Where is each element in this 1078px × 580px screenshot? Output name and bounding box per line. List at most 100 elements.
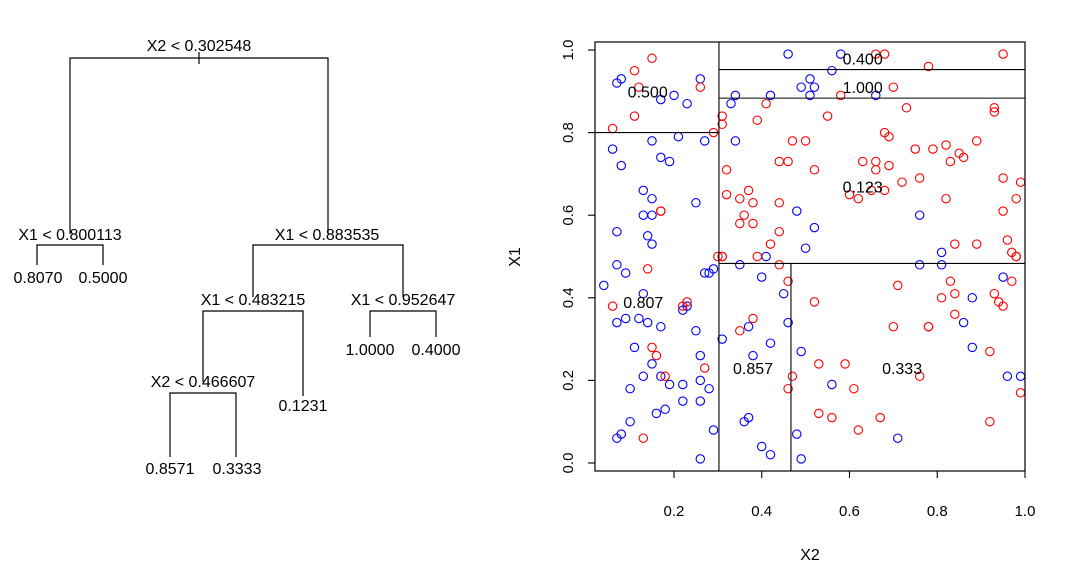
point-blue-88 (914, 210, 925, 220)
point-red-23 (761, 98, 771, 109)
y-tick-label-4: 0.8 (560, 122, 577, 143)
point-blue-25 (620, 268, 631, 278)
region-label-0: 0.500 (628, 84, 668, 101)
point-red-53 (971, 136, 982, 146)
point-red-41 (871, 165, 881, 175)
partition-lines (595, 42, 1025, 471)
tree-leaf-l5: 0.1231 (279, 398, 328, 415)
point-red-86 (814, 408, 824, 419)
point-red-52 (958, 152, 969, 163)
y-tick-label-0: 0.0 (560, 453, 577, 474)
point-blue-9 (656, 152, 666, 163)
tree-leaf-l7: 0.3333 (213, 461, 262, 478)
point-red-50 (945, 156, 956, 167)
point-red-66 (721, 189, 732, 200)
point-red-8 (717, 111, 727, 121)
y-axis: 0.0 0.2 0.4 0.6 0.8 1.0 (560, 40, 595, 474)
point-red-34 (879, 49, 890, 59)
region-labels: 0.500 0.400 1.000 0.123 0.807 0.857 0.333 (623, 51, 922, 378)
point-blue-65 (871, 90, 881, 101)
point-blue-90 (936, 247, 947, 258)
point-blue-58 (783, 49, 793, 59)
point-blue-50 (625, 416, 635, 427)
tree-leaf-l2: 0.5000 (79, 270, 128, 287)
point-blue-40 (695, 375, 706, 386)
region-label-4: 0.807 (623, 295, 663, 312)
point-blue-41 (704, 383, 714, 394)
point-red-92 (893, 280, 903, 291)
point-blue-72 (756, 272, 767, 282)
point-blue-71 (735, 260, 745, 270)
point-red-105 (1007, 276, 1017, 287)
point-blue-36 (656, 371, 666, 382)
point-red-72 (748, 218, 758, 229)
point-red-26 (787, 136, 798, 146)
point-red-45 (866, 185, 877, 196)
point-red-49 (941, 140, 951, 150)
tree-edge-n1 (36, 244, 104, 265)
point-red-109 (985, 416, 995, 427)
point-blue-85 (796, 346, 806, 357)
point-red-77 (717, 251, 727, 262)
point-blue-55 (730, 90, 741, 101)
point-red-62 (950, 239, 960, 249)
point-blue-27 (620, 313, 631, 324)
y-tick-label-1: 0.2 (560, 370, 577, 391)
point-red-108 (985, 346, 995, 357)
point-red-27 (800, 136, 811, 146)
point-red-78 (748, 313, 758, 324)
point-blue-30 (634, 313, 644, 324)
point-red-82 (787, 371, 798, 382)
point-red-55 (989, 107, 1000, 117)
point-red-91 (875, 412, 885, 423)
point-blue-53 (708, 425, 719, 435)
region-label-3: 0.123 (843, 179, 883, 196)
point-blue-95 (998, 272, 1008, 282)
point-blue-1 (616, 74, 627, 84)
point-blue-42 (691, 326, 701, 336)
point-blue-74 (717, 334, 727, 344)
point-red-32 (853, 193, 864, 204)
point-blue-21 (691, 198, 701, 208)
point-red-18 (638, 433, 649, 443)
point-blue-93 (967, 293, 978, 303)
tree-leaf-l4: 0.4000 (412, 342, 461, 359)
x-tick-label-2: 0.6 (839, 503, 860, 520)
point-blue-38 (678, 379, 688, 390)
point-red-63 (941, 193, 951, 204)
point-blue-89 (914, 260, 925, 270)
point-red-89 (849, 383, 859, 394)
point-blue-31 (642, 317, 653, 328)
point-red-94 (914, 371, 925, 382)
point-red-93 (888, 321, 899, 332)
point-red-111 (1015, 388, 1026, 398)
x-tick-label-1: 0.4 (751, 503, 772, 520)
point-blue-60 (809, 82, 820, 92)
point-blue-68 (809, 222, 820, 233)
point-blue-10 (664, 156, 675, 167)
point-blue-57 (765, 90, 776, 101)
region-label-1: 0.400 (843, 51, 883, 68)
tree-leaf-l3: 1.0000 (346, 342, 395, 359)
point-blue-26 (599, 280, 609, 291)
tree-node-n1: X1 < 0.800113 (18, 227, 121, 244)
point-blue-96 (1002, 371, 1013, 382)
point-red-67 (735, 193, 745, 204)
point-red-98 (945, 276, 956, 287)
point-blue-69 (800, 243, 811, 253)
point-red-47 (910, 144, 921, 154)
plot-frame (594, 41, 1026, 472)
point-blue-91 (936, 260, 947, 270)
region-label-2: 1.000 (843, 80, 883, 97)
point-red-68 (743, 185, 754, 196)
point-red-12 (607, 301, 618, 311)
point-red-80 (774, 260, 785, 270)
x-axis: 0.2 0.4 0.6 0.8 1.0 (664, 471, 1035, 520)
scatter-points (599, 49, 1026, 464)
tree-edge-n4 (369, 310, 437, 337)
point-red-31 (844, 189, 855, 200)
point-red-25 (783, 156, 793, 167)
point-blue-6 (699, 136, 710, 146)
point-red-85 (814, 359, 824, 369)
